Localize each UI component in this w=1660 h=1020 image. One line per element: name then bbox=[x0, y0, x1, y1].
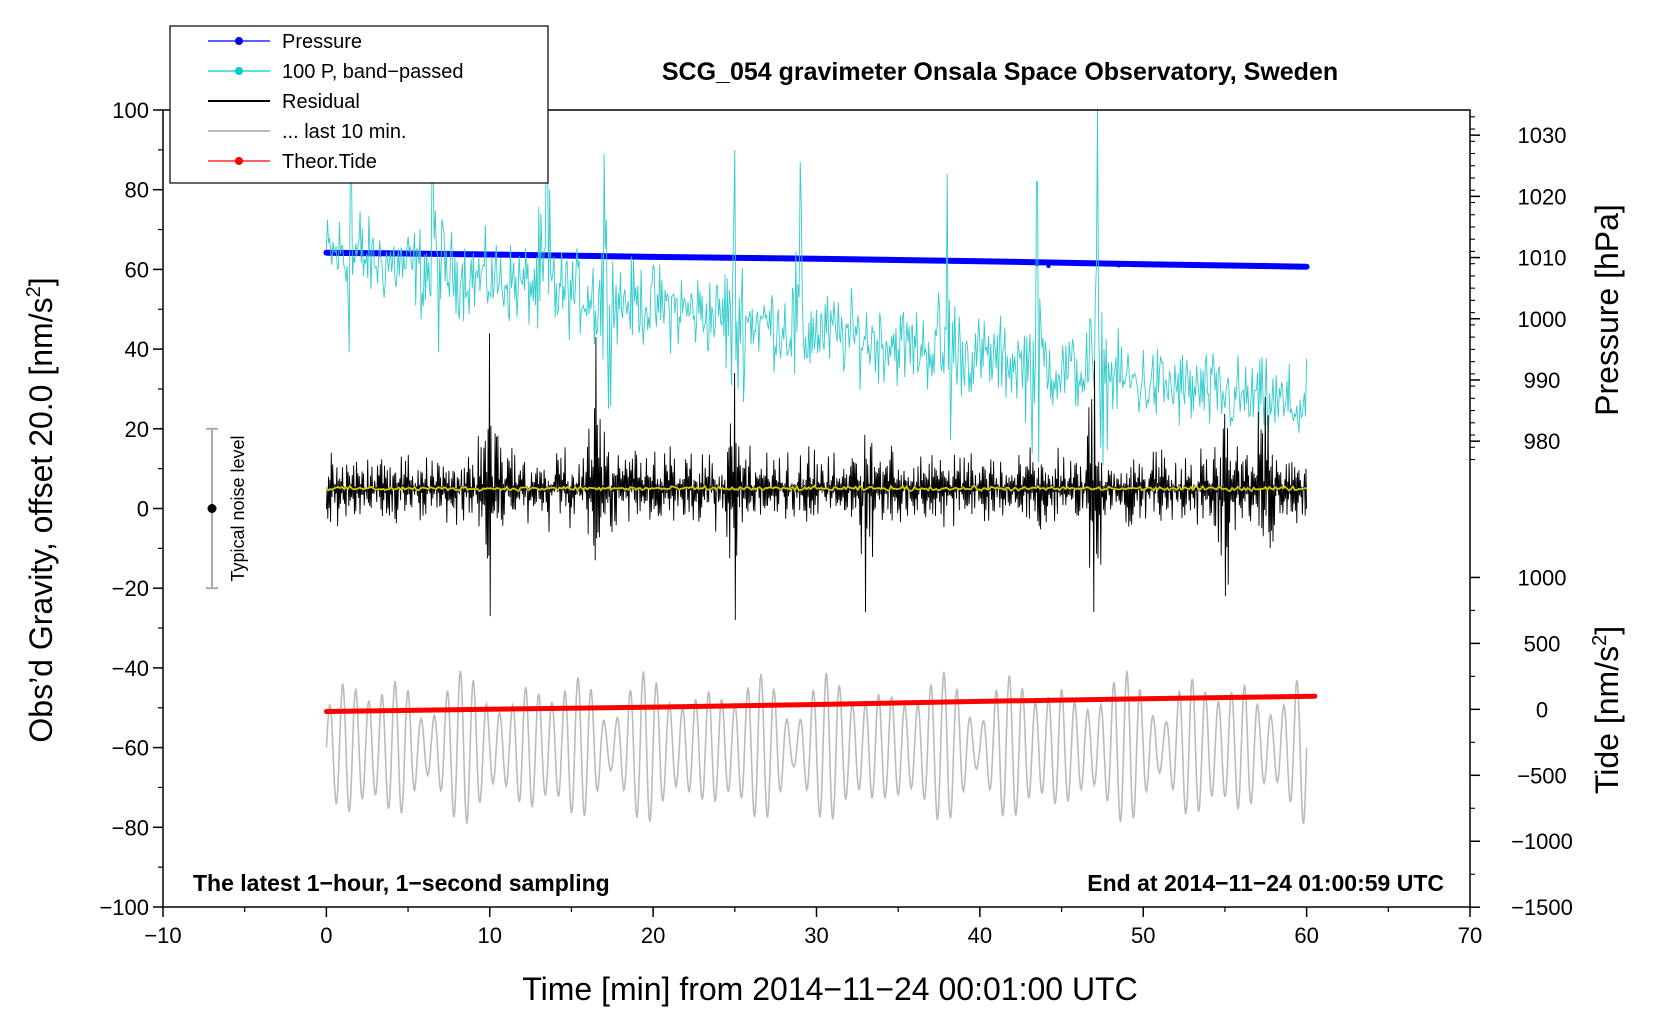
series-bandpassed-pressure bbox=[325, 109, 1308, 466]
legend-entry-1-marker bbox=[235, 67, 243, 75]
end-time-note: End at 2014−11−24 01:00:59 UTC bbox=[1087, 870, 1444, 896]
series-residual-mean bbox=[325, 484, 1307, 493]
y-tick-label: −100 bbox=[99, 895, 149, 920]
pressure-tick-label: 1010 bbox=[1518, 246, 1567, 271]
axes: −10 0 10 20 30 40 50 60 70−100−80−60−40−20020406… bbox=[99, 98, 1572, 948]
tide-tick-label: 1000 bbox=[1518, 565, 1567, 590]
y-axis-label-tide-end: ] bbox=[1589, 626, 1625, 635]
pressure-tick-label: 1020 bbox=[1518, 184, 1567, 209]
y-axis-label-left: Obs’d Gravity, offset 20.0 [nm/s2] bbox=[23, 277, 59, 742]
series-last-10-min bbox=[325, 670, 1308, 824]
y-tick-label: 80 bbox=[125, 178, 149, 203]
series-pressure bbox=[323, 249, 1310, 270]
y-tick-label: −40 bbox=[112, 656, 149, 681]
tide-tick-label: 0 bbox=[1536, 697, 1548, 722]
y-tick-label: −80 bbox=[112, 815, 149, 840]
pressure-tick-label: 1000 bbox=[1518, 307, 1567, 332]
legend: Pressure 100 P, band−passed Residual ... la… bbox=[169, 25, 549, 184]
tide-tick-label: −1000 bbox=[1511, 829, 1573, 854]
y-tick-label: 100 bbox=[112, 98, 149, 123]
legend-entry-4-label: Theor.Tide bbox=[282, 151, 377, 173]
y-tick-label: −20 bbox=[112, 576, 149, 601]
legend-box bbox=[169, 25, 549, 184]
x-tick-label: 0 bbox=[320, 923, 332, 948]
tide-tick-label: −500 bbox=[1517, 763, 1567, 788]
y-axis-label-left-text: Obs’d Gravity, offset 20.0 [nm/s bbox=[23, 297, 59, 742]
y-axis-label-left-sup: 2 bbox=[23, 286, 45, 297]
series-residual bbox=[325, 333, 1308, 621]
noise-indicator bbox=[206, 427, 219, 590]
sampling-note: The latest 1−hour, 1−second sampling bbox=[193, 870, 610, 896]
legend-entry-3-label: ... last 10 min. bbox=[282, 121, 407, 143]
y-tick-label: −60 bbox=[112, 736, 149, 761]
x-tick-label: 30 bbox=[804, 923, 828, 948]
plot-lines bbox=[323, 109, 1318, 824]
legend-entry-2-label: Residual bbox=[282, 91, 360, 113]
x-tick-label: 40 bbox=[968, 923, 992, 948]
y-tick-label: 0 bbox=[137, 497, 149, 522]
x-tick-label: 70 bbox=[1458, 923, 1482, 948]
series-theoretical-tide bbox=[323, 693, 1318, 714]
x-tick-label: 50 bbox=[1131, 923, 1155, 948]
tide-tick-label: 500 bbox=[1524, 631, 1561, 656]
legend-entry-0-label: Pressure bbox=[282, 31, 362, 53]
pressure-point bbox=[1116, 263, 1121, 268]
legend-entry-1-label: 100 P, band−passed bbox=[282, 61, 463, 83]
legend-entry-4-marker bbox=[235, 157, 243, 165]
tide-tick-label: −1500 bbox=[1511, 895, 1573, 920]
noise-level-label: Typical noise level bbox=[228, 435, 248, 581]
legend-entry-0-marker bbox=[235, 37, 243, 45]
x-tick-label: −10 bbox=[144, 923, 181, 948]
x-tick-label: 60 bbox=[1294, 923, 1318, 948]
y-axis-label-pressure: Pressure [hPa] bbox=[1589, 204, 1625, 416]
noise-center-dot bbox=[207, 504, 217, 513]
y-tick-label: 40 bbox=[125, 337, 149, 362]
x-axis-label: Time [min] from 2014−11−24 00:01:00 UTC bbox=[522, 971, 1137, 1007]
y-tick-label: 60 bbox=[125, 257, 149, 282]
y-axis-label-tide-sup: 2 bbox=[1589, 635, 1611, 646]
pressure-tick-label: 990 bbox=[1524, 368, 1561, 393]
y-axis-label-tide-text: Tide [nm/s bbox=[1589, 646, 1625, 794]
chart-title: SCG_054 gravimeter Onsala Space Observat… bbox=[662, 58, 1338, 86]
y-axis-label-left-end: ] bbox=[23, 277, 59, 286]
y-axis-label-tide: Tide [nm/s2] bbox=[1589, 626, 1625, 794]
y-tick-label: 20 bbox=[125, 417, 149, 442]
x-tick-label: 20 bbox=[641, 923, 665, 948]
x-tick-label: 10 bbox=[478, 923, 502, 948]
pressure-point bbox=[1046, 264, 1051, 269]
pressure-tick-label: 1030 bbox=[1518, 123, 1567, 148]
pressure-tick-label: 980 bbox=[1524, 429, 1561, 454]
